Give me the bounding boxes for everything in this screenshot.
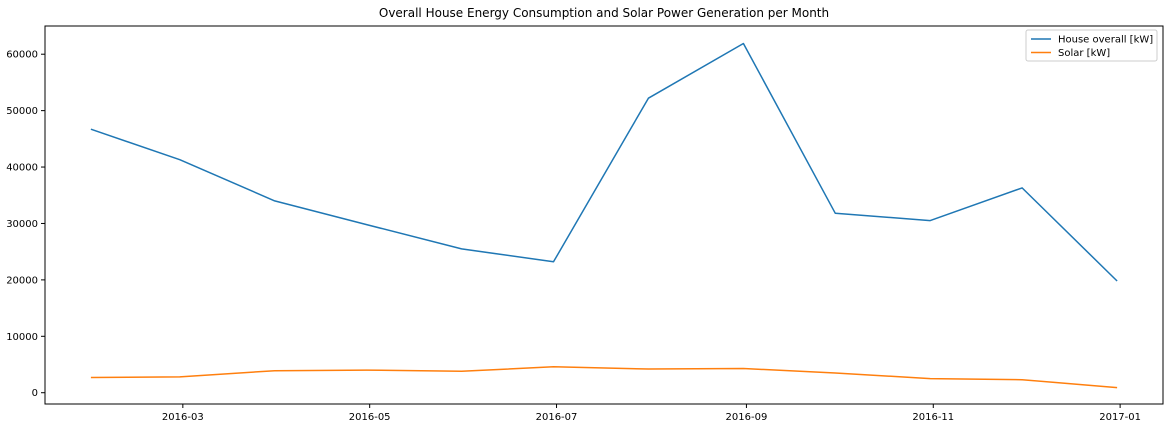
x-axis: 2016-03 2016-05 2016-07 2016-09 2016-11 2017-… [162, 404, 1141, 423]
legend-label: House overall [kW] [1058, 35, 1153, 46]
chart-title: Overall House Energy Consumption and Sol… [379, 6, 829, 20]
x-tick-label: 2016-09 [726, 412, 768, 423]
y-tick-label: 40000 [6, 163, 38, 174]
legend: House overall [kW] Solar [kW] [1025, 29, 1158, 62]
y-tick-label: 30000 [6, 219, 38, 230]
y-tick-label: 20000 [6, 275, 38, 286]
x-tick-label: 2017-01 [1099, 412, 1141, 423]
series-line-solar [90, 366, 1118, 389]
x-tick-label: 2016-11 [912, 412, 954, 423]
legend-box [1025, 29, 1158, 62]
series-line-house-overall [90, 42, 1118, 282]
series-lines [90, 42, 1118, 389]
legend-label: Solar [kW] [1058, 48, 1110, 59]
y-tick-label: 60000 [6, 50, 38, 61]
y-tick-label: 0 [32, 388, 38, 399]
y-tick-label: 10000 [6, 332, 38, 343]
x-tick-label: 2016-03 [162, 412, 204, 423]
y-tick-label: 50000 [6, 106, 38, 117]
x-tick-label: 2016-05 [349, 412, 391, 423]
x-tick-label: 2016-07 [536, 412, 578, 423]
y-axis: 0 10000 20000 30000 40000 50000 60000 [6, 50, 45, 399]
plot-area [44, 25, 1164, 405]
